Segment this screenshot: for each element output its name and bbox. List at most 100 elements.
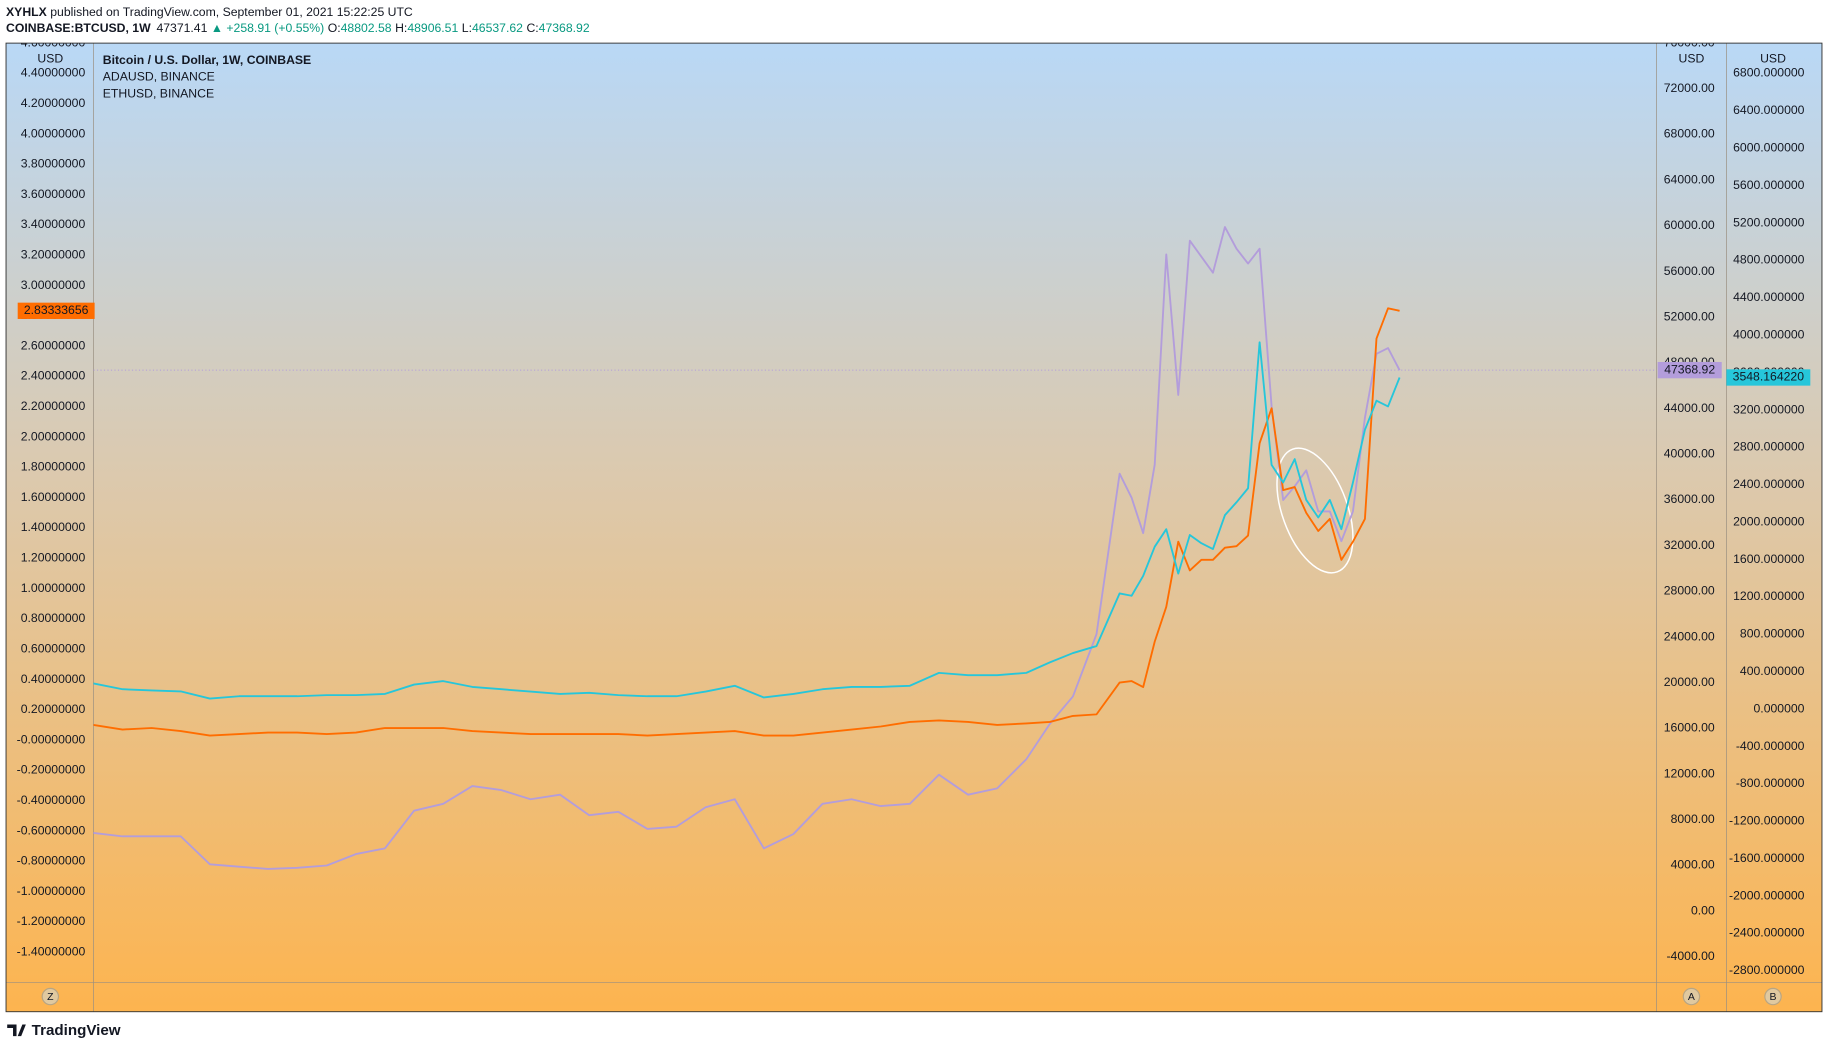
y-tick-label: 3.80000000: [21, 157, 86, 171]
y-tick-label: 0.000000: [1754, 701, 1805, 715]
y-tick-label: 76000.00: [1664, 35, 1715, 49]
y-tick-label: -0.40000000: [17, 793, 86, 807]
y-tick-label: 24000.00: [1664, 629, 1715, 643]
labels: USD USD USD Bitcoin / U.S. Dollar, 1W, COIN…: [17, 52, 1811, 1006]
plot: [93, 226, 1657, 870]
y-tick-label: 2.20000000: [21, 399, 86, 413]
y-tick-label: 4000.00: [1671, 858, 1715, 872]
y-tick-label: 2400.000000: [1733, 477, 1805, 491]
scale-button-label[interactable]: B: [1770, 992, 1777, 1003]
y-tick-label: 1.60000000: [21, 490, 86, 504]
y-tick-label: 6800.000000: [1733, 66, 1805, 80]
y-tick-label: -1.40000000: [17, 944, 86, 958]
axis-unit: USD: [1679, 52, 1705, 66]
scale-button[interactable]: [41, 987, 60, 1006]
ohlc-label: C:: [526, 21, 538, 35]
y-tick-label: 2.60000000: [21, 338, 86, 352]
y-tick-label: 6400.000000: [1733, 103, 1805, 117]
y-tick-label: 4.40000000: [21, 66, 86, 80]
brand: TradingView: [32, 1022, 121, 1039]
y-tick-label: 0.40000000: [21, 672, 86, 686]
axis-unit: USD: [1760, 52, 1786, 66]
y-tick-label: -400.000000: [1736, 739, 1805, 753]
legend-entry: ETHUSD, BINANCE: [103, 87, 214, 101]
y-tick-label: 2000.000000: [1733, 514, 1805, 528]
y-tick-label: 0.60000000: [21, 641, 86, 655]
y-tick-label: -1.00000000: [17, 884, 86, 898]
y-tick-label: 1600.000000: [1733, 552, 1805, 566]
ohlc-value: 46537.62: [472, 21, 523, 35]
y-tick-label: 36000.00: [1664, 492, 1715, 506]
y-tick-label: -800.000000: [1736, 776, 1805, 790]
y-tick-label: 40000.00: [1664, 447, 1715, 461]
y-tick-label: 44000.00: [1664, 401, 1715, 415]
y-tick-label: 4.20000000: [21, 96, 86, 110]
y-tick-label: 56000.00: [1664, 264, 1715, 278]
y-tick-label: 3.00000000: [21, 278, 86, 292]
y-tick-label: 16000.00: [1664, 721, 1715, 735]
legend-entry: ADAUSD, BINANCE: [103, 70, 215, 84]
y-tick-label: 20000.00: [1664, 675, 1715, 689]
y-tick-label: -1600.000000: [1729, 851, 1805, 865]
y-tick-label: 32000.00: [1664, 538, 1715, 552]
y-tick-label: 1.40000000: [21, 520, 86, 534]
y-tick-label: -0.20000000: [17, 763, 86, 777]
y-tick-label: 8000.00: [1671, 812, 1715, 826]
y-tick-label: 3.60000000: [21, 187, 86, 201]
last-value-box: [1657, 361, 1722, 379]
axes: 4.60000000 4.40000000 4.20000000 4.00000000…: [17, 35, 1805, 977]
scale-button[interactable]: [1764, 987, 1782, 1006]
scale-button-label[interactable]: Z: [47, 992, 54, 1003]
last: 47371.41: [156, 21, 207, 35]
publisher: XYHLX: [6, 5, 48, 19]
y-tick-label: 3.40000000: [21, 217, 86, 231]
y-tick-label: 4800.000000: [1733, 253, 1805, 267]
series-line: [93, 226, 1401, 870]
y-tick-label: 1200.000000: [1733, 589, 1805, 603]
y-tick-label: -4000.00: [1666, 949, 1714, 963]
y-tick-label: 0.00: [1691, 903, 1715, 917]
symbol: COINBASE:BTCUSD, 1W: [6, 21, 151, 35]
background: [6, 43, 1822, 1012]
y-tick-label: 12000.00: [1664, 766, 1715, 780]
logo-icon: [7, 1024, 26, 1037]
change: ▲ +258.91 (+0.55%): [211, 21, 324, 35]
last-value-label: 3548.164220: [1733, 370, 1805, 384]
y-tick-label: 5200.000000: [1733, 215, 1805, 229]
y-tick-label: 1.00000000: [21, 581, 86, 595]
symbol-line: COINBASE:BTCUSD, 1W 47371.41 ▲ +258.91 (+0…: [6, 21, 590, 35]
y-tick-label: 64000.00: [1664, 172, 1715, 186]
header-line: XYHLX published on TradingView.com, Septe…: [6, 5, 413, 19]
axis-unit: USD: [37, 52, 63, 66]
last-value-label: 47368.92: [1664, 362, 1715, 376]
scale-button-label[interactable]: A: [1688, 992, 1695, 1003]
y-tick-label: 0.80000000: [21, 611, 86, 625]
y-tick-label: 3200.000000: [1733, 402, 1805, 416]
y-tick-label: -0.00000000: [17, 732, 86, 746]
series-line: [93, 307, 1400, 737]
y-tick-label: 52000.00: [1664, 309, 1715, 323]
scale-button[interactable]: [1682, 987, 1701, 1006]
y-tick-label: 4.60000000: [21, 35, 86, 49]
y-tick-label: -2000.000000: [1729, 888, 1805, 902]
y-tick-label: -1200.000000: [1729, 814, 1805, 828]
y-tick-label: 2.40000000: [21, 369, 86, 383]
last-value-box: [17, 302, 95, 319]
ohlc-value: 48906.51: [407, 21, 458, 35]
legend-entry: Bitcoin / U.S. Dollar, 1W, COINBASE: [103, 53, 311, 67]
logo: TradingView: [7, 1022, 121, 1039]
y-tick-label: -1.20000000: [17, 914, 86, 928]
last-value-box: [1726, 369, 1811, 386]
y-tick-label: 4400.000000: [1733, 290, 1805, 304]
y-tick-label: 2.00000000: [21, 429, 86, 443]
y-tick-label: 6000.000000: [1733, 141, 1805, 155]
ohlc-value: 47368.92: [539, 21, 590, 35]
y-tick-label: 1.20000000: [21, 551, 86, 565]
y-tick-label: 800.000000: [1740, 627, 1805, 641]
published: published on TradingView.com, September …: [50, 5, 413, 19]
ohlc-value: 48802.58: [341, 21, 392, 35]
last-value-label: 2.83333656: [24, 303, 89, 317]
y-tick-label: 1.80000000: [21, 460, 86, 474]
y-tick-label: -2800.000000: [1729, 963, 1805, 977]
